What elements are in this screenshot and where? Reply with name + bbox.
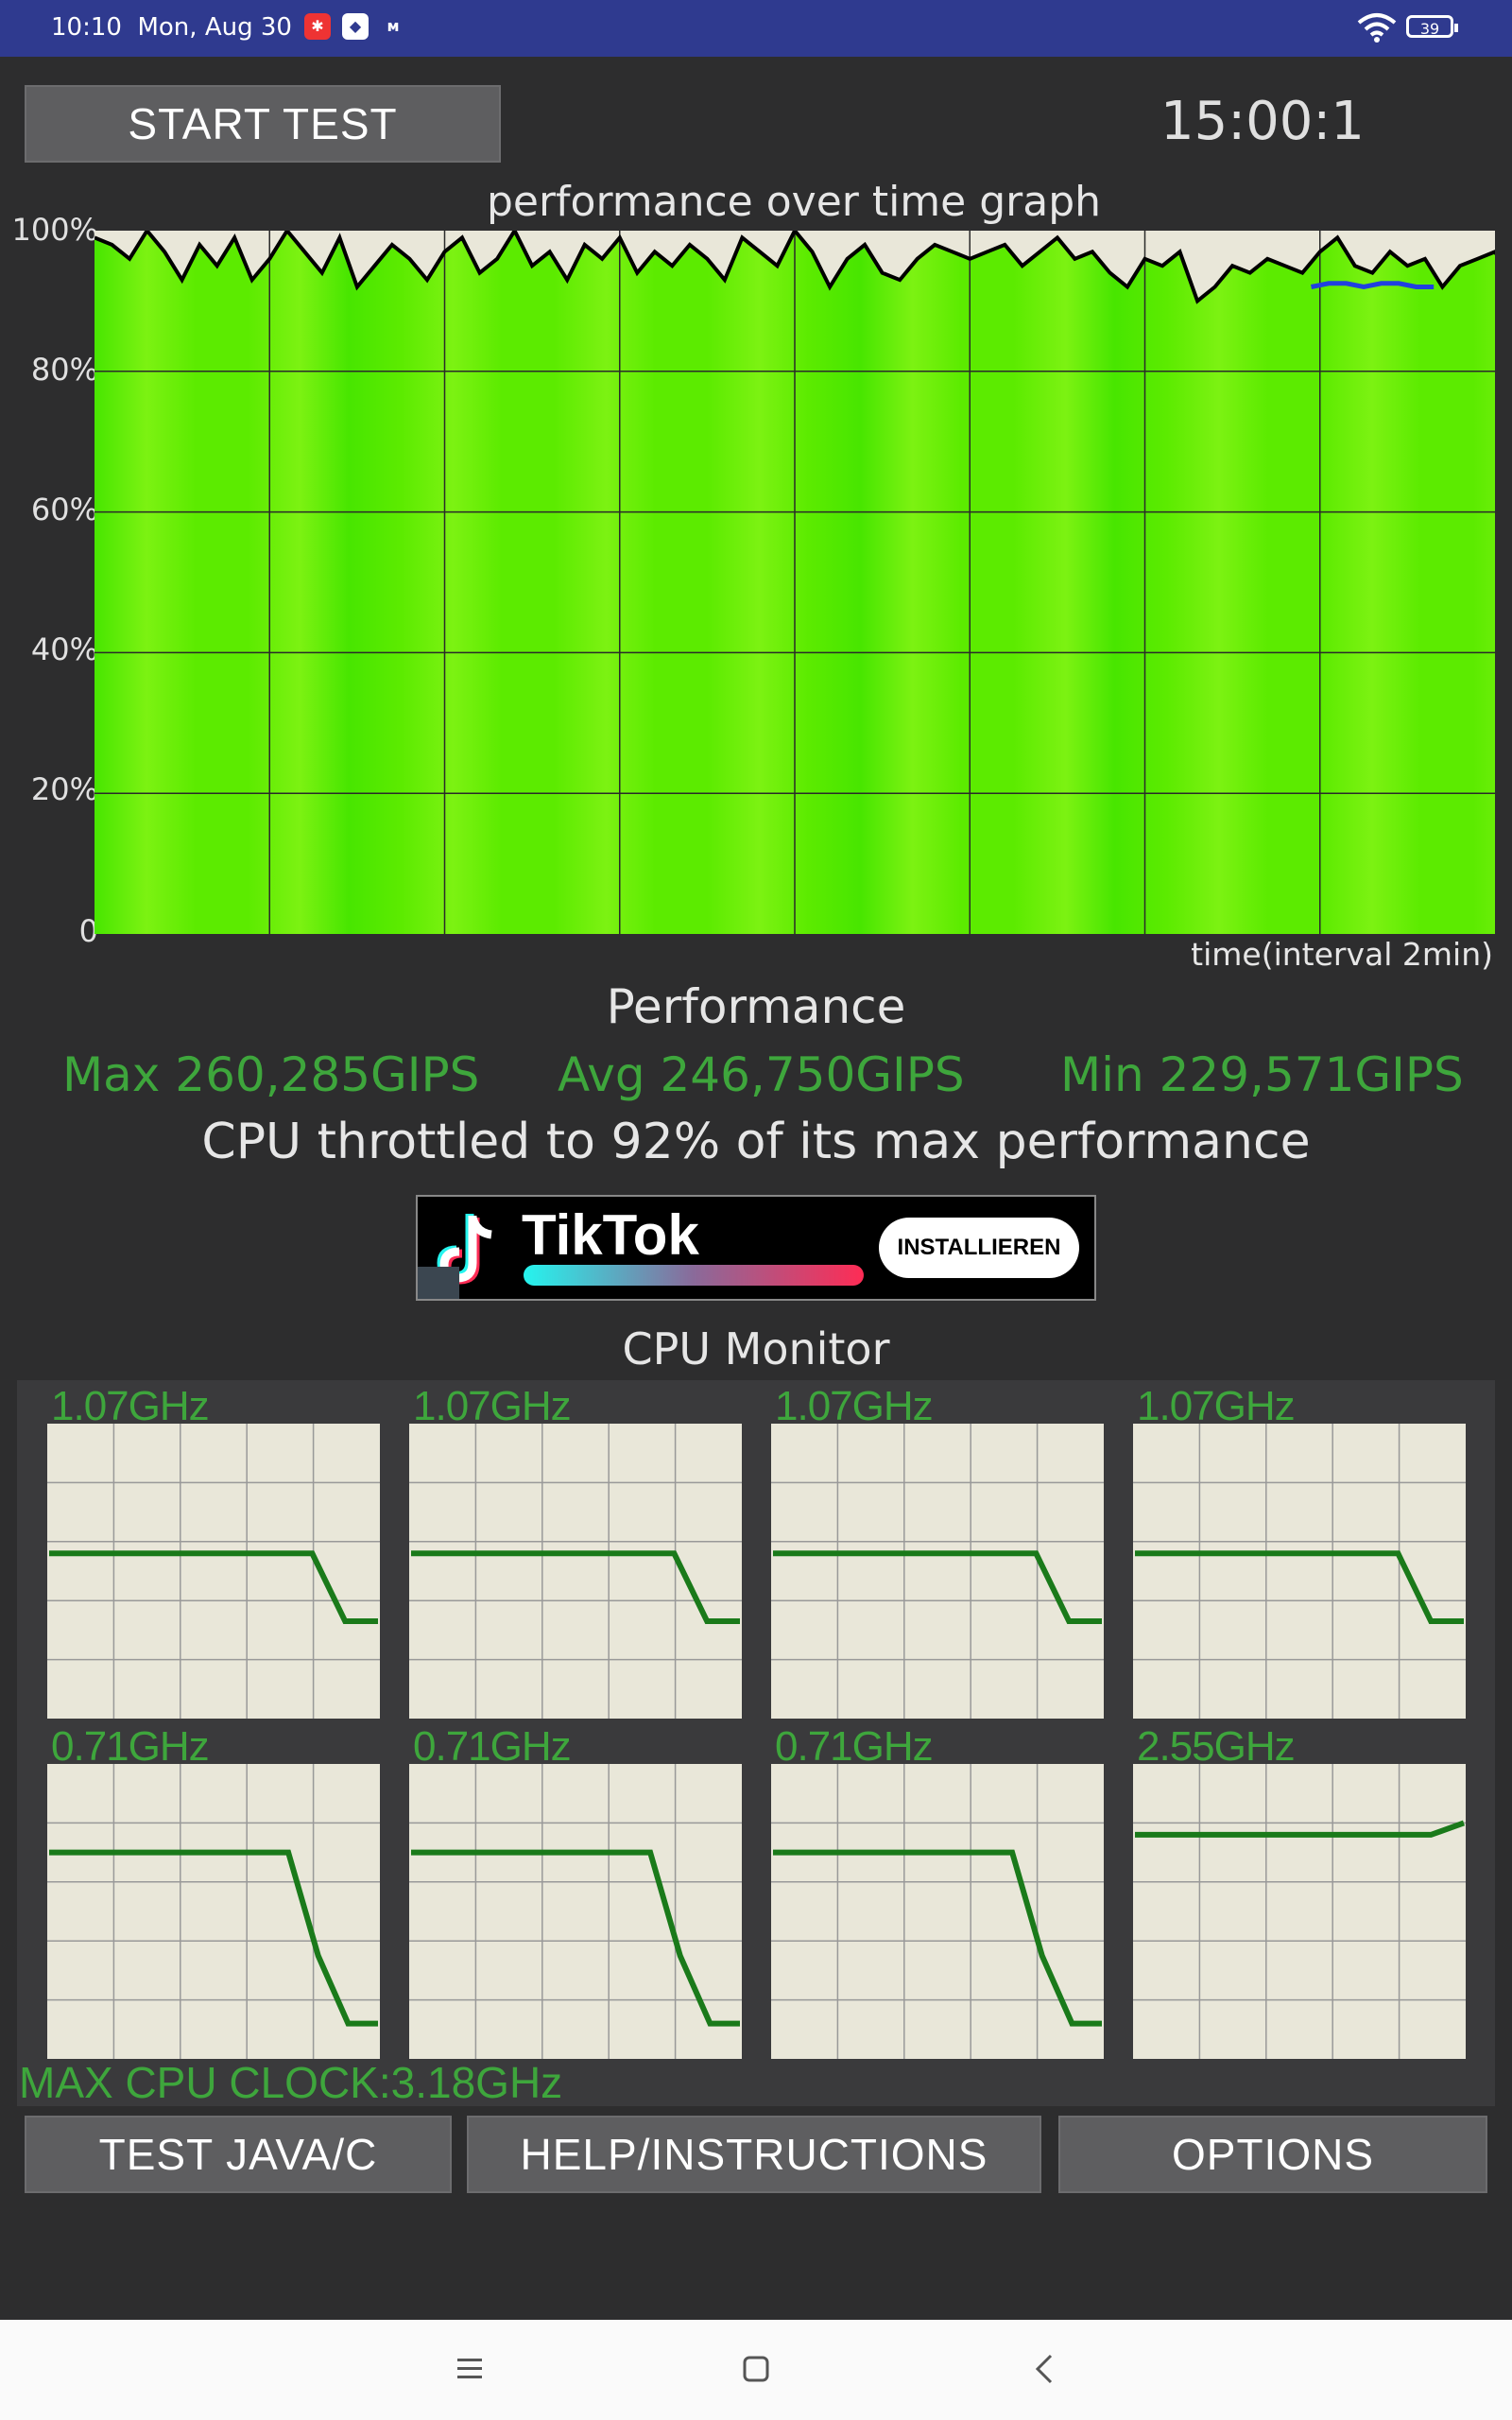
performance-chart: [94, 231, 1495, 934]
cpu-core-freq-7: 2.55GHz: [1137, 1723, 1296, 1770]
throttle-summary: CPU throttled to 92% of its max performa…: [201, 1114, 1311, 1170]
cpu-core-graph-3: [1133, 1424, 1466, 1719]
performance-title: Performance: [606, 979, 906, 1034]
cpu-core-graph-0: [47, 1424, 380, 1719]
core-freq-line: [49, 1550, 378, 1624]
avg-performance: Avg 246,750GIPS: [558, 1047, 965, 1102]
reference-line: [1311, 281, 1435, 290]
back-icon[interactable]: [1032, 2352, 1057, 2386]
cpu-core-freq-3: 1.07GHz: [1137, 1383, 1296, 1429]
tiktok-ad-banner[interactable]: TikTok INSTALLIEREN: [416, 1195, 1096, 1301]
cpu-core-freq-2: 1.07GHz: [775, 1383, 934, 1429]
test-timer: 15:00:1: [1160, 91, 1365, 152]
cpu-monitor-title: CPU Monitor: [622, 1323, 890, 1374]
cpu-core-freq-4: 0.71GHz: [51, 1723, 210, 1770]
core-freq-line: [773, 1849, 1102, 2027]
core-freq-line: [773, 1550, 1102, 1624]
recents-icon[interactable]: [455, 2356, 484, 2382]
cpu-core-graph-1: [409, 1424, 742, 1719]
cpu-core-graph-2: [771, 1424, 1104, 1719]
cpu-core-graph-5: [409, 1764, 742, 2059]
min-performance: Min 229,571GIPS: [1060, 1047, 1464, 1102]
graph-title: performance over time graph: [486, 178, 1102, 226]
core-graph-bg: [409, 1424, 742, 1719]
core-freq-line: [411, 1849, 740, 2027]
cpu-core-freq-0: 1.07GHz: [51, 1383, 210, 1429]
max-cpu-clock: MAX CPU CLOCK:3.18GHz: [19, 2058, 563, 2107]
ladybug-app-icon: ✱: [304, 13, 331, 40]
cpu-core-graph-4: [47, 1764, 380, 2059]
install-button[interactable]: INSTALLIEREN: [879, 1218, 1079, 1278]
battery-level: 39: [1419, 20, 1440, 38]
core-graph-bg: [409, 1764, 742, 2059]
core-freq-line: [1135, 1820, 1466, 1838]
start-test-button[interactable]: START TEST: [25, 85, 501, 163]
y-tick-100: 100%: [11, 212, 98, 248]
wifi-icon: [1357, 13, 1397, 43]
y-tick-0: 0: [78, 913, 98, 949]
core-graph-bg: [47, 1424, 380, 1719]
y-tick-60: 60%: [30, 492, 98, 527]
home-icon[interactable]: [741, 2354, 771, 2384]
y-tick-80: 80%: [30, 352, 98, 388]
core-graph-bg: [1133, 1764, 1466, 2059]
cpu-core-freq-6: 0.71GHz: [775, 1723, 934, 1770]
cpu-core-graph-7: [1133, 1764, 1466, 2059]
ad-gradient-bar: [524, 1265, 864, 1286]
core-freq-line: [411, 1550, 740, 1624]
core-graph-bg: [47, 1764, 380, 2059]
ad-choices-icon[interactable]: [418, 1267, 459, 1299]
ad-brand-name: TikTok: [522, 1203, 699, 1267]
max-performance: Max 260,285GIPS: [62, 1047, 480, 1102]
x-axis-label: time(interval 2min): [1191, 936, 1493, 973]
core-freq-line: [1135, 1550, 1464, 1624]
core-graph-bg: [771, 1424, 1104, 1719]
shield-app-icon: ◆: [342, 13, 369, 40]
battery-icon: 39: [1406, 15, 1458, 38]
navigation-bar: [0, 2320, 1512, 2420]
y-tick-40: 40%: [30, 631, 98, 667]
core-graph-bg: [771, 1764, 1104, 2059]
test-java-c-button[interactable]: TEST JAVA/C: [25, 2116, 452, 2193]
status-bar: 10:10 Mon, Aug 30 ✱ ◆ ᴍ 39: [0, 0, 1512, 57]
cpu-core-graph-6: [771, 1764, 1104, 2059]
y-tick-20: 20%: [30, 771, 98, 807]
help-instructions-button[interactable]: HELP/INSTRUCTIONS: [467, 2116, 1041, 2193]
status-time: 10:10 Mon, Aug 30: [51, 13, 292, 42]
cpu-core-freq-5: 0.71GHz: [413, 1723, 572, 1770]
core-freq-line: [49, 1849, 378, 2027]
cpu-core-freq-1: 1.07GHz: [413, 1383, 572, 1429]
messenger-app-icon: ᴍ: [387, 17, 400, 35]
core-graph-bg: [1133, 1424, 1466, 1719]
options-button[interactable]: OPTIONS: [1058, 2116, 1487, 2193]
performance-line: [94, 231, 1495, 304]
